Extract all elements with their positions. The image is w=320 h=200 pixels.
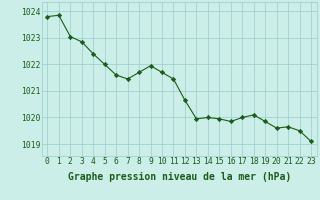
X-axis label: Graphe pression niveau de la mer (hPa): Graphe pression niveau de la mer (hPa) [68, 172, 291, 182]
